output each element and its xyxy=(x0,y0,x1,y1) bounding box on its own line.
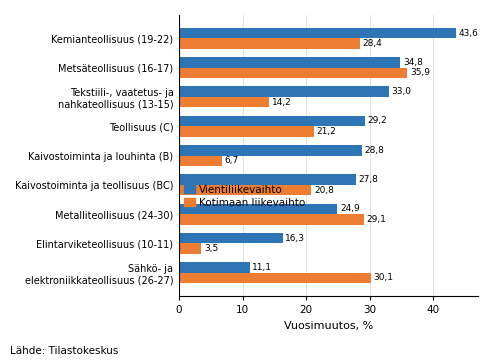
Text: 28,4: 28,4 xyxy=(362,39,382,48)
Text: 11,1: 11,1 xyxy=(252,263,272,272)
Text: 30,1: 30,1 xyxy=(373,274,393,283)
Bar xyxy=(179,243,201,254)
Bar xyxy=(179,233,282,243)
Text: 28,8: 28,8 xyxy=(365,146,385,155)
Text: 14,2: 14,2 xyxy=(272,98,292,107)
Text: 27,8: 27,8 xyxy=(358,175,378,184)
Text: 20,8: 20,8 xyxy=(314,185,334,194)
Text: Lähde: Tilastokeskus: Lähde: Tilastokeskus xyxy=(10,346,118,356)
Bar xyxy=(179,185,312,195)
Bar xyxy=(179,214,364,225)
Text: 33,0: 33,0 xyxy=(391,87,412,96)
Text: 35,9: 35,9 xyxy=(410,68,430,77)
Bar xyxy=(179,38,360,49)
Bar xyxy=(179,174,356,185)
Legend: Vientiliikevaihto, Kotimaan liikevaihto: Vientiliikevaihto, Kotimaan liikevaihto xyxy=(184,185,305,208)
X-axis label: Vuosimuutos, %: Vuosimuutos, % xyxy=(284,321,373,330)
Bar xyxy=(179,145,362,156)
Text: 34,8: 34,8 xyxy=(403,58,423,67)
Bar xyxy=(179,28,457,38)
Bar xyxy=(179,262,249,273)
Bar xyxy=(179,86,389,97)
Text: 24,9: 24,9 xyxy=(340,204,360,213)
Bar xyxy=(179,203,337,214)
Bar xyxy=(179,68,407,78)
Text: 29,2: 29,2 xyxy=(367,116,387,125)
Text: 43,6: 43,6 xyxy=(459,28,479,37)
Bar xyxy=(179,97,269,108)
Bar xyxy=(179,57,400,68)
Text: 3,5: 3,5 xyxy=(204,244,218,253)
Text: 21,2: 21,2 xyxy=(317,127,336,136)
Bar xyxy=(179,273,371,283)
Text: 16,3: 16,3 xyxy=(285,234,305,243)
Bar xyxy=(179,126,314,137)
Text: 6,7: 6,7 xyxy=(224,156,239,165)
Bar xyxy=(179,116,365,126)
Bar xyxy=(179,156,222,166)
Text: 29,1: 29,1 xyxy=(367,215,387,224)
